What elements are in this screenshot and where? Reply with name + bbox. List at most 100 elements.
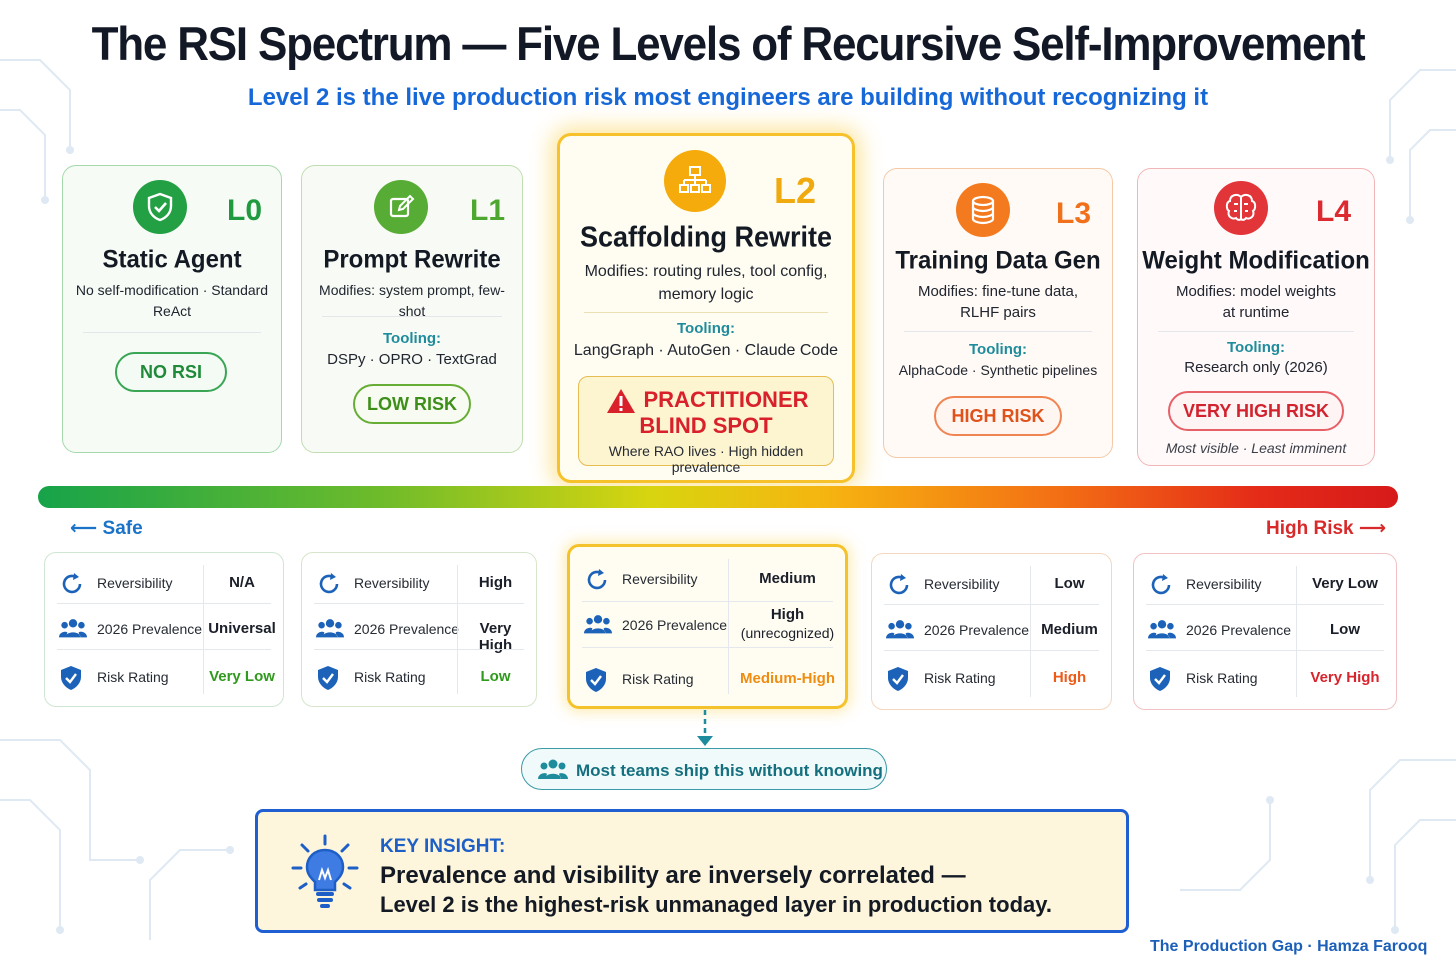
metric-row-risk: Risk Rating Very Low	[45, 657, 283, 697]
level-name: Training Data Gen	[895, 246, 1101, 275]
metric-card-l1: Reversibility High 2026 Prevalence Very Hig…	[301, 552, 537, 707]
metric-label: 2026 Prevalence	[97, 621, 203, 637]
metric-row-prevalence: 2026 Prevalence Low	[1134, 610, 1396, 650]
modifies-line: memory logic	[658, 286, 754, 303]
row-divider	[314, 603, 524, 604]
tooling-list: DSPy · OPRO · TextGrad	[327, 351, 497, 368]
level-label: L2	[774, 170, 817, 211]
team-icon	[584, 613, 612, 639]
metric-value: Low	[1054, 575, 1085, 592]
level-label: L3	[1056, 197, 1092, 230]
divider	[322, 316, 502, 317]
level-modifies: Modifies: fine-tune data, RLHF pairs	[892, 281, 1104, 323]
team-icon	[538, 759, 568, 779]
level-card-l1: L1 Prompt Rewrite Modifies: system promp…	[301, 165, 523, 453]
level-label: L4	[1316, 195, 1352, 228]
tooling-label: Tooling:	[676, 320, 736, 337]
edit-icon	[374, 180, 428, 234]
callout-text: Most teams ship this without knowing	[576, 761, 883, 780]
divider	[584, 312, 828, 313]
tooling-label: Tooling:	[968, 341, 1028, 358]
safe-text: Safe	[102, 518, 143, 539]
page-title: The RSI Spectrum — Five Levels of Recurs…	[91, 17, 1366, 71]
shield-icon	[584, 667, 610, 693]
metric-row-reversibility: Reversibility Very Low	[1134, 564, 1396, 604]
callout-badge: Most teams ship this without knowing	[521, 748, 887, 790]
insight-line-1: Prevalence and visibility are inversely …	[380, 862, 966, 889]
dashed-arrow	[697, 710, 713, 746]
warning-icon	[607, 389, 635, 413]
row-divider	[884, 604, 1099, 605]
metric-card-l4: Reversibility Very Low 2026 Prevalence Low R…	[1133, 553, 1397, 710]
modifies-line: Modifies: fine-tune data,	[917, 283, 1079, 300]
team-icon	[59, 617, 87, 643]
page-subtitle: Level 2 is the live production risk most…	[247, 84, 1209, 111]
metric-row-risk: Risk Rating Medium-High	[570, 659, 845, 699]
level-card-l2: L2 Scaffolding Rewrite Modifies: routing…	[557, 133, 855, 483]
metric-row-reversibility: Reversibility Low	[872, 564, 1111, 604]
metric-value: High	[1052, 669, 1087, 686]
arrow-left-icon: ⟵	[70, 518, 103, 539]
level-footnote: Most visible · Least imminent	[1165, 440, 1347, 456]
shield-icon	[886, 666, 912, 692]
column-divider	[1030, 566, 1031, 697]
metric-value: Medium	[1041, 621, 1098, 638]
metric-value: Very Low	[209, 668, 275, 685]
metric-label: Reversibility	[622, 571, 698, 587]
level-modifies: Modifies: routing rules, tool config, me…	[568, 260, 844, 306]
risk-badge-no-rsi: NO RSI	[115, 352, 227, 392]
metric-row-risk: Risk Rating High	[872, 658, 1111, 698]
modifies-line: at runtime	[1222, 304, 1290, 321]
level-card-l3: L3 Training Data Gen Modifies: fine-tune…	[883, 168, 1113, 458]
row-divider	[884, 650, 1099, 651]
metric-row-prevalence: 2026 Prevalence High (unrecognized)	[570, 605, 845, 645]
hierarchy-icon	[664, 150, 726, 212]
metric-label: 2026 Prevalence	[924, 622, 1030, 638]
refresh-icon	[59, 571, 85, 597]
metric-row-reversibility: Reversibility N/A	[45, 563, 283, 603]
metric-row-risk: Risk Rating Low	[302, 657, 536, 697]
column-divider	[1296, 566, 1297, 697]
metric-label: 2026 Prevalence	[622, 617, 728, 633]
safe-label: ⟵ Safe	[70, 517, 143, 540]
metric-card-l2: Reversibility Medium 2026 Prevalence High (u…	[567, 544, 848, 709]
brain-icon	[1214, 181, 1268, 235]
refresh-icon	[316, 571, 342, 597]
risk-spectrum-bar	[38, 486, 1398, 508]
lightbulb-icon	[291, 834, 359, 908]
modifies-line: Modifies: model weights	[1175, 283, 1337, 300]
shield-icon	[59, 665, 85, 691]
tooling-label: Tooling:	[382, 330, 442, 347]
tooling-list: Research only (2026)	[1184, 359, 1328, 376]
blind-spot-subtitle: Where RAO lives · High hidden prevalence	[608, 443, 804, 475]
metric-label: 2026 Prevalence	[354, 621, 460, 637]
refresh-icon	[886, 572, 912, 598]
metric-label: Risk Rating	[622, 671, 694, 687]
metric-label: Risk Rating	[97, 669, 169, 685]
metric-value: Very Low	[1312, 575, 1378, 592]
insight-label: KEY INSIGHT:	[380, 836, 506, 857]
modifies-line: RLHF pairs	[960, 304, 1036, 321]
metric-label: Reversibility	[1186, 576, 1262, 592]
level-name: Prompt Rewrite	[323, 245, 501, 274]
level-name: Weight Modification	[1142, 246, 1370, 275]
risk-badge-high: HIGH RISK	[934, 396, 1062, 436]
shield-check-icon	[133, 180, 187, 234]
metric-label: Risk Rating	[1186, 670, 1258, 686]
team-icon	[316, 617, 344, 643]
blind-spot-title: BLIND SPOT	[639, 413, 773, 438]
metric-row-reversibility: Reversibility High	[302, 563, 536, 603]
shield-icon	[316, 665, 342, 691]
insight-line-2: Level 2 is the highest-risk unmanaged la…	[380, 892, 1052, 917]
risk-badge-very-high: VERY HIGH RISK	[1168, 391, 1344, 431]
metric-row-risk: Risk Rating Very High	[1134, 658, 1396, 698]
row-divider	[1146, 650, 1384, 651]
metric-label: Reversibility	[924, 576, 1000, 592]
metric-label: Reversibility	[354, 575, 430, 591]
row-divider	[57, 603, 271, 604]
metric-label: Risk Rating	[354, 669, 426, 685]
column-divider	[457, 565, 458, 694]
metric-row-reversibility: Reversibility Medium	[570, 559, 845, 599]
column-divider	[728, 559, 729, 694]
